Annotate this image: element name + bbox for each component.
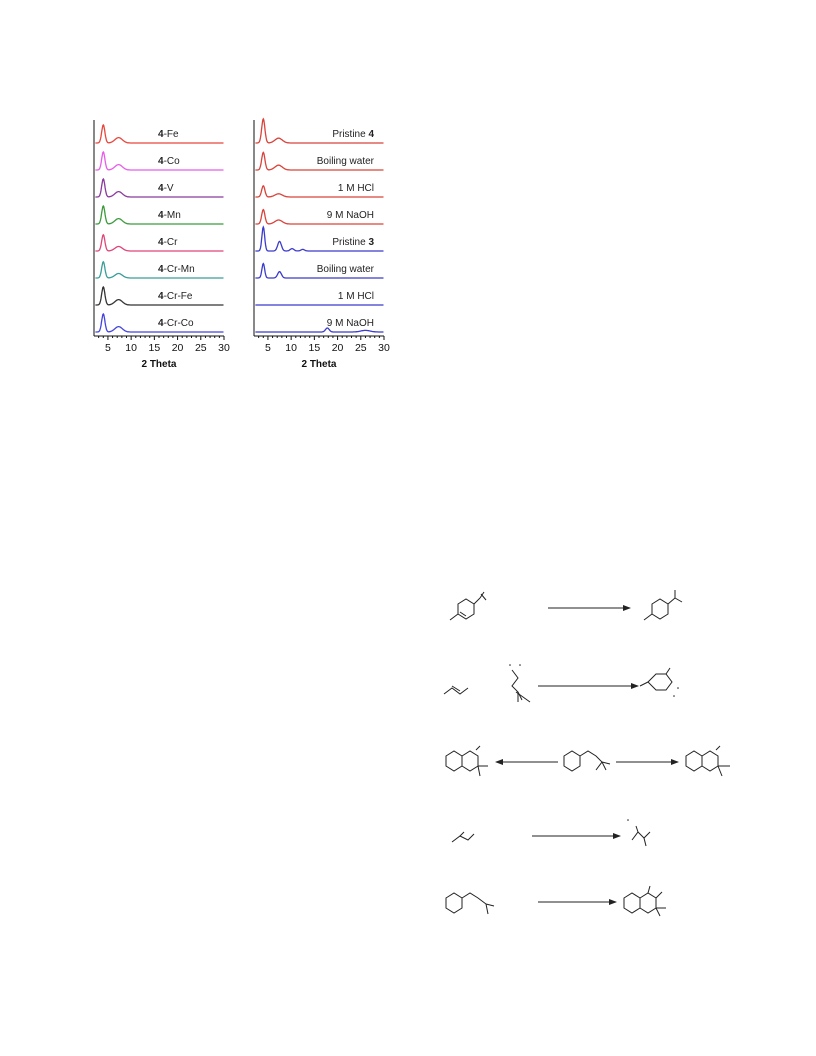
series-label-6: Boiling water xyxy=(317,264,375,275)
series-label-prefix: 4 xyxy=(158,210,164,221)
series-label-5: Pristine 3 xyxy=(332,237,374,248)
series-line-5 xyxy=(95,233,224,252)
product-5 xyxy=(623,885,666,917)
x-tick-label: 10 xyxy=(285,342,297,354)
product-2 xyxy=(639,667,679,697)
series-label-prefix: 4 xyxy=(158,291,164,302)
x-tick-label: 5 xyxy=(105,342,111,354)
x-axis-title: 2 Theta xyxy=(301,359,336,370)
series-label-1: 4-Fe xyxy=(158,129,179,140)
scheme-2 xyxy=(443,664,679,703)
scheme-4 xyxy=(451,819,651,847)
series-label-5: 4-Cr xyxy=(158,237,178,248)
series-line-1 xyxy=(255,117,384,144)
reaction-schemes-drawing xyxy=(443,590,730,917)
x-tick-label: 25 xyxy=(355,342,367,354)
x-tick-label: 30 xyxy=(218,342,230,354)
series-line-3 xyxy=(255,184,384,198)
series-label-3: 4-V xyxy=(158,183,174,194)
scheme-1 xyxy=(449,590,683,621)
series-label-2: 4-Co xyxy=(158,156,180,167)
series-line-5 xyxy=(255,225,384,252)
series-label-text: 1 M HCl xyxy=(338,183,374,194)
series-label-text: -V xyxy=(164,183,174,194)
series-label-text: -Fe xyxy=(164,129,179,140)
series-label-prefix: 4 xyxy=(158,156,164,167)
x-tick-label: 5 xyxy=(265,342,271,354)
series-label-prefix: 4 xyxy=(158,318,164,329)
series-label-text: -Mn xyxy=(164,210,181,221)
series-label-4: 4-Mn xyxy=(158,210,181,221)
series-line-2 xyxy=(95,150,224,171)
series-line-6 xyxy=(255,262,384,279)
series-label-prefix: 4 xyxy=(158,129,164,140)
series-label-suffix: 4 xyxy=(368,129,374,140)
series-label-8: 9 M NaOH xyxy=(327,318,374,329)
reactant-5 xyxy=(445,892,495,915)
xrd-panel-left: 5 10 15 20 25 30 2 Theta 4-Fe 4-Co 4-V 4-Mn 4-Cr 4-C… xyxy=(80,112,240,380)
series-label-text: -Cr xyxy=(164,237,179,248)
series-label-prefix: 4 xyxy=(158,264,164,275)
x-tick-label: 25 xyxy=(195,342,207,354)
series-label-3: 1 M HCl xyxy=(338,183,374,194)
series-label-text: -Cr-Co xyxy=(164,318,194,329)
series-label-text: 9 M NaOH xyxy=(327,210,374,221)
scheme-3 xyxy=(445,745,730,777)
series-label-7: 1 M HCl xyxy=(338,291,374,302)
series-line-2 xyxy=(255,151,384,171)
series-label-1: Pristine 4 xyxy=(332,129,374,140)
reactant-2b xyxy=(509,664,531,703)
series-line-6 xyxy=(95,260,224,279)
product-4 xyxy=(627,819,651,847)
series-line-7 xyxy=(95,285,224,306)
x-tick-label: 15 xyxy=(149,342,161,354)
x-tick-label: 20 xyxy=(172,342,184,354)
series-label-7: 4-Cr-Fe xyxy=(158,291,193,302)
x-tick-label: 20 xyxy=(332,342,344,354)
series-line-4 xyxy=(255,208,384,225)
series-label-text: Pristine xyxy=(332,237,368,248)
product-3a xyxy=(445,745,488,777)
xrd-chart-right: 5 10 15 20 25 30 2 Theta Pristine 4 Boiling wate… xyxy=(253,117,390,370)
series-label-6: 4-Cr-Mn xyxy=(158,264,195,275)
series-label-text: Pristine xyxy=(332,129,368,140)
series-label-text: Boiling water xyxy=(317,156,375,167)
series-label-text: -Cr-Mn xyxy=(164,264,195,275)
series-label-text: -Co xyxy=(164,156,181,167)
series-label-text: 1 M HCl xyxy=(338,291,374,302)
reactant-2a xyxy=(443,685,469,695)
product-1 xyxy=(643,590,683,621)
xrd-chart-left: 5 10 15 20 25 302 Theta4-Fe4-Co4-V4-Mn4-Cr4-C… xyxy=(93,120,230,370)
series-label-text: -Cr-Fe xyxy=(164,291,193,302)
series-line-3 xyxy=(95,177,224,198)
x-tick-label: 30 xyxy=(378,342,390,354)
series-line-8 xyxy=(95,312,224,333)
series-label-4: 9 M NaOH xyxy=(327,210,374,221)
series-label-8: 4-Cr-Co xyxy=(158,318,194,329)
series-line-8 xyxy=(255,327,384,333)
series-label-prefix: 4 xyxy=(158,237,164,248)
reactant-1 xyxy=(449,591,487,621)
scheme-5 xyxy=(445,885,666,917)
reactant-4 xyxy=(451,831,475,843)
x-tick-label: 10 xyxy=(125,342,137,354)
series-label-2: Boiling water xyxy=(317,156,375,167)
series-label-text: 9 M NaOH xyxy=(327,318,374,329)
series-label-suffix: 3 xyxy=(368,237,374,248)
reactant-3 xyxy=(563,750,611,772)
series-label-prefix: 4 xyxy=(158,183,164,194)
product-3b xyxy=(685,745,730,777)
x-tick-label: 15 xyxy=(309,342,321,354)
series-label-text: Boiling water xyxy=(317,264,375,275)
series-line-1 xyxy=(95,123,224,144)
x-axis-title: 2 Theta xyxy=(141,359,176,370)
reaction-schemes xyxy=(430,570,760,930)
series-line-4 xyxy=(95,204,224,225)
xrd-panel-right: 5 10 15 20 25 30 2 Theta Pristine 4 Boiling wate… xyxy=(240,112,400,380)
